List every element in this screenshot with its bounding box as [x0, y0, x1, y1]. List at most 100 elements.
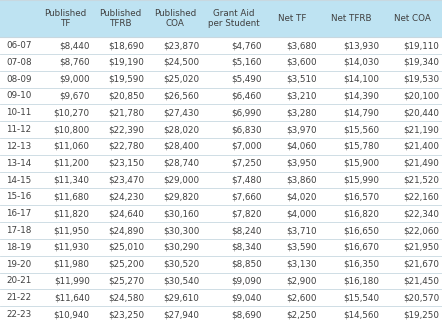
- Text: $20,570: $20,570: [403, 293, 439, 302]
- Text: $21,670: $21,670: [403, 260, 439, 269]
- Text: $3,280: $3,280: [286, 108, 317, 117]
- Text: $25,020: $25,020: [164, 75, 199, 84]
- Text: $22,780: $22,780: [108, 142, 145, 151]
- Text: $3,970: $3,970: [286, 125, 317, 134]
- Text: $8,850: $8,850: [231, 260, 262, 269]
- Text: 14-15: 14-15: [6, 176, 31, 184]
- Text: $5,160: $5,160: [231, 58, 262, 67]
- Text: $14,560: $14,560: [343, 310, 379, 319]
- Bar: [0, 71, 442, 88]
- Text: $30,290: $30,290: [164, 243, 199, 252]
- Text: $3,680: $3,680: [286, 41, 317, 50]
- Text: Published
COA: Published COA: [154, 9, 196, 28]
- Bar: [0, 155, 442, 172]
- Text: $30,540: $30,540: [163, 276, 199, 286]
- Text: $11,930: $11,930: [53, 243, 90, 252]
- Text: $11,820: $11,820: [53, 209, 90, 218]
- Text: $19,110: $19,110: [403, 41, 439, 50]
- Text: $3,950: $3,950: [286, 159, 317, 168]
- Text: $19,590: $19,590: [109, 75, 145, 84]
- Text: $11,640: $11,640: [54, 293, 90, 302]
- Bar: [0, 121, 442, 138]
- Text: $21,780: $21,780: [108, 108, 145, 117]
- Text: $11,340: $11,340: [53, 176, 90, 184]
- Bar: [0, 289, 442, 306]
- Text: $25,010: $25,010: [108, 243, 145, 252]
- Text: $25,200: $25,200: [108, 260, 145, 269]
- Text: $2,600: $2,600: [286, 293, 317, 302]
- Text: 18-19: 18-19: [6, 243, 31, 252]
- Text: $27,940: $27,940: [164, 310, 199, 319]
- Text: $26,560: $26,560: [164, 91, 199, 100]
- Text: $28,020: $28,020: [164, 125, 199, 134]
- Text: $29,820: $29,820: [164, 193, 199, 201]
- Text: $16,350: $16,350: [343, 260, 379, 269]
- Text: $7,000: $7,000: [231, 142, 262, 151]
- Text: 07-08: 07-08: [6, 58, 31, 67]
- Bar: [0, 54, 442, 71]
- Text: Net TFRB: Net TFRB: [331, 14, 371, 23]
- Bar: [0, 306, 442, 323]
- Text: $15,900: $15,900: [343, 159, 379, 168]
- Text: $9,040: $9,040: [231, 293, 262, 302]
- Text: $4,060: $4,060: [286, 142, 317, 151]
- Text: $8,440: $8,440: [59, 41, 90, 50]
- Text: 15-16: 15-16: [6, 193, 31, 201]
- Text: $10,940: $10,940: [53, 310, 90, 319]
- Text: $20,440: $20,440: [403, 108, 439, 117]
- Text: $9,000: $9,000: [59, 75, 90, 84]
- Text: $3,860: $3,860: [286, 176, 317, 184]
- Text: $19,340: $19,340: [403, 58, 439, 67]
- Text: $7,660: $7,660: [231, 193, 262, 201]
- Text: $4,020: $4,020: [286, 193, 317, 201]
- Text: $24,580: $24,580: [108, 293, 145, 302]
- Text: 06-07: 06-07: [6, 41, 31, 50]
- Text: $6,990: $6,990: [231, 108, 262, 117]
- Text: $11,680: $11,680: [53, 193, 90, 201]
- Text: $16,570: $16,570: [343, 193, 379, 201]
- Text: $7,480: $7,480: [231, 176, 262, 184]
- Text: $8,760: $8,760: [59, 58, 90, 67]
- Text: $8,690: $8,690: [231, 310, 262, 319]
- Text: $20,850: $20,850: [108, 91, 145, 100]
- Text: $23,470: $23,470: [108, 176, 145, 184]
- Text: $22,390: $22,390: [109, 125, 145, 134]
- Text: $11,060: $11,060: [53, 142, 90, 151]
- Text: $3,210: $3,210: [286, 91, 317, 100]
- Text: $24,230: $24,230: [109, 193, 145, 201]
- Text: $15,990: $15,990: [343, 176, 379, 184]
- Text: $10,270: $10,270: [53, 108, 90, 117]
- Text: $16,820: $16,820: [343, 209, 379, 218]
- Text: $5,490: $5,490: [231, 75, 262, 84]
- Text: $22,160: $22,160: [403, 193, 439, 201]
- Text: $22,340: $22,340: [403, 209, 439, 218]
- Text: $21,520: $21,520: [403, 176, 439, 184]
- Text: $30,160: $30,160: [164, 209, 199, 218]
- Text: 12-13: 12-13: [6, 142, 31, 151]
- Text: Net COA: Net COA: [394, 14, 431, 23]
- Bar: [0, 104, 442, 121]
- Text: 21-22: 21-22: [6, 293, 31, 302]
- Text: $20,100: $20,100: [403, 91, 439, 100]
- Text: $24,500: $24,500: [164, 58, 199, 67]
- Bar: [0, 239, 442, 256]
- Text: $14,100: $14,100: [343, 75, 379, 84]
- Text: $11,980: $11,980: [53, 260, 90, 269]
- Text: $21,950: $21,950: [403, 243, 439, 252]
- Text: $3,600: $3,600: [286, 58, 317, 67]
- Text: Published
TFRB: Published TFRB: [99, 9, 141, 28]
- Text: $2,900: $2,900: [286, 276, 317, 286]
- Text: $6,460: $6,460: [231, 91, 262, 100]
- Text: $11,200: $11,200: [53, 159, 90, 168]
- Text: $30,300: $30,300: [163, 226, 199, 235]
- Text: $10,800: $10,800: [53, 125, 90, 134]
- Text: $4,000: $4,000: [286, 209, 317, 218]
- Text: $21,450: $21,450: [403, 276, 439, 286]
- Bar: [0, 273, 442, 289]
- Text: $9,670: $9,670: [59, 91, 90, 100]
- Text: $23,150: $23,150: [108, 159, 145, 168]
- Bar: [0, 37, 442, 54]
- Text: $4,760: $4,760: [231, 41, 262, 50]
- Text: $15,780: $15,780: [343, 142, 379, 151]
- Text: $14,790: $14,790: [343, 108, 379, 117]
